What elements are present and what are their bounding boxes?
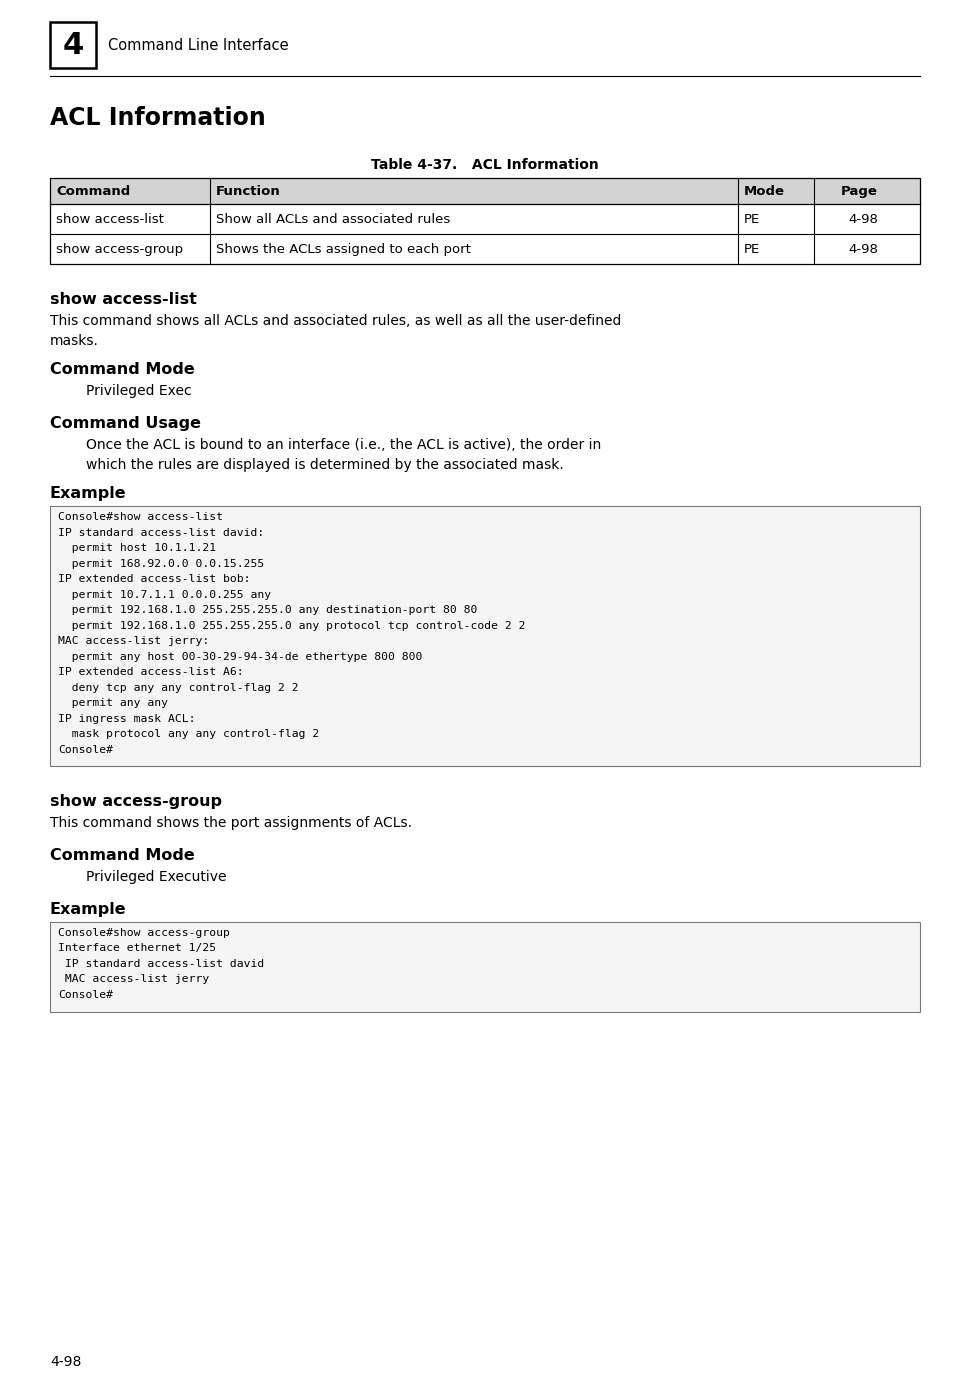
Text: Table 4-37.   ACL Information: Table 4-37. ACL Information xyxy=(371,158,598,172)
Text: Command Mode: Command Mode xyxy=(50,848,194,863)
Text: Privileged Exec: Privileged Exec xyxy=(86,384,192,398)
Text: 4-98: 4-98 xyxy=(847,212,877,225)
Text: ACL Information: ACL Information xyxy=(50,105,266,130)
Bar xyxy=(50,507,919,766)
Text: IP standard access-list david: IP standard access-list david xyxy=(58,959,264,969)
Text: permit any any: permit any any xyxy=(58,698,168,708)
Text: Privileged Executive: Privileged Executive xyxy=(86,870,226,884)
Text: Console#show access-list: Console#show access-list xyxy=(58,512,223,522)
Text: deny tcp any any control-flag 2 2: deny tcp any any control-flag 2 2 xyxy=(58,683,298,693)
Text: MAC access-list jerry:: MAC access-list jerry: xyxy=(58,636,209,645)
Text: This command shows the port assignments of ACLs.: This command shows the port assignments … xyxy=(50,816,412,830)
Text: permit 168.92.0.0 0.0.15.255: permit 168.92.0.0 0.0.15.255 xyxy=(58,558,264,569)
Text: show access-group: show access-group xyxy=(50,794,222,809)
Text: Example: Example xyxy=(50,902,127,917)
Text: permit host 10.1.1.21: permit host 10.1.1.21 xyxy=(58,543,216,552)
Text: 4-98: 4-98 xyxy=(50,1355,81,1369)
Text: Console#: Console# xyxy=(58,990,112,999)
Text: MAC access-list jerry: MAC access-list jerry xyxy=(58,974,209,984)
Text: IP extended access-list A6:: IP extended access-list A6: xyxy=(58,668,243,677)
Text: mask protocol any any control-flag 2: mask protocol any any control-flag 2 xyxy=(58,729,319,738)
Text: Once the ACL is bound to an interface (i.e., the ACL is active), the order in
wh: Once the ACL is bound to an interface (i… xyxy=(86,439,600,472)
Text: Command Mode: Command Mode xyxy=(50,362,194,378)
Text: permit any host 00-30-29-94-34-de ethertype 800 800: permit any host 00-30-29-94-34-de ethert… xyxy=(58,651,422,662)
Bar xyxy=(50,178,919,264)
Bar xyxy=(50,22,96,68)
Text: IP extended access-list bob:: IP extended access-list bob: xyxy=(58,575,251,584)
Text: PE: PE xyxy=(743,243,760,255)
Text: Command Usage: Command Usage xyxy=(50,416,201,432)
Text: Show all ACLs and associated rules: Show all ACLs and associated rules xyxy=(215,212,450,225)
Text: Console#: Console# xyxy=(58,744,112,755)
Text: 4: 4 xyxy=(62,31,84,60)
Text: show access-group: show access-group xyxy=(56,243,183,255)
Text: IP ingress mask ACL:: IP ingress mask ACL: xyxy=(58,713,195,723)
Text: Console#show access-group: Console#show access-group xyxy=(58,929,230,938)
Text: IP standard access-list david:: IP standard access-list david: xyxy=(58,527,264,537)
Text: This command shows all ACLs and associated rules, as well as all the user-define: This command shows all ACLs and associat… xyxy=(50,314,620,348)
Text: Page: Page xyxy=(841,185,877,197)
Text: 4-98: 4-98 xyxy=(847,243,877,255)
Text: Function: Function xyxy=(215,185,280,197)
Text: Command Line Interface: Command Line Interface xyxy=(108,37,289,53)
Text: Mode: Mode xyxy=(743,185,784,197)
Text: show access-list: show access-list xyxy=(56,212,164,225)
Text: permit 10.7.1.1 0.0.0.255 any: permit 10.7.1.1 0.0.0.255 any xyxy=(58,590,271,600)
Text: permit 192.168.1.0 255.255.255.0 any destination-port 80 80: permit 192.168.1.0 255.255.255.0 any des… xyxy=(58,605,476,615)
Text: Interface ethernet 1/25: Interface ethernet 1/25 xyxy=(58,944,216,954)
Text: Shows the ACLs assigned to each port: Shows the ACLs assigned to each port xyxy=(215,243,471,255)
Text: PE: PE xyxy=(743,212,760,225)
Text: Command: Command xyxy=(56,185,131,197)
Text: show access-list: show access-list xyxy=(50,291,196,307)
Text: permit 192.168.1.0 255.255.255.0 any protocol tcp control-code 2 2: permit 192.168.1.0 255.255.255.0 any pro… xyxy=(58,620,525,630)
Text: Example: Example xyxy=(50,486,127,501)
Bar xyxy=(50,922,919,1012)
Bar xyxy=(50,178,919,204)
